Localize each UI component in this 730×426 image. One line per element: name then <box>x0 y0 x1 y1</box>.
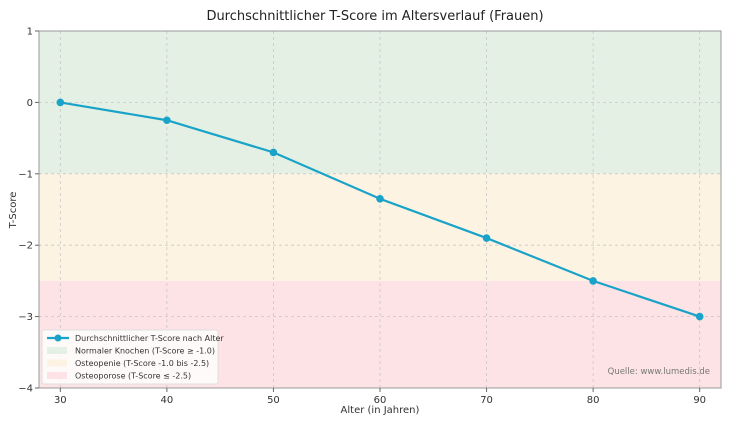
legend-item-label: Osteoporose (T-Score ≤ -2.5) <box>75 372 191 381</box>
data-point <box>56 98 65 107</box>
x-tick-label: 80 <box>587 395 600 406</box>
band-osteopenie <box>39 173 721 281</box>
y-tick-label: −2 <box>18 241 33 252</box>
legend-item-label: Durchschnittlicher T-Score nach Alter <box>75 334 224 343</box>
y-tick-label: 1 <box>27 27 33 38</box>
legend-box <box>41 329 219 385</box>
legend: Durchschnittlicher T-Score nach Alter Nor… <box>41 329 224 385</box>
source-annotation: Quelle: www.lumedis.de <box>608 367 710 377</box>
threshold-bands <box>39 31 721 388</box>
data-series <box>56 98 704 321</box>
y-tick-label: 0 <box>27 98 33 109</box>
x-tick-label: 70 <box>480 395 493 406</box>
x-tick-label: 40 <box>161 395 174 406</box>
y-tick-label: −1 <box>18 169 33 180</box>
x-tick-label: 30 <box>54 395 67 406</box>
y-tick-label: −4 <box>18 384 33 395</box>
data-point <box>695 312 704 321</box>
x-tick-label: 50 <box>267 395 280 406</box>
band-normaler <box>39 31 721 174</box>
chart-title: Durchschnittlicher T-Score im Altersverl… <box>206 9 543 24</box>
y-axis-ticks: 1 0 −1 −2 −3 −4 <box>18 27 39 395</box>
data-point <box>589 277 597 285</box>
legend-item-label: Normaler Knochen (T-Score ≥ -1.0) <box>75 347 215 356</box>
x-axis-ticks: 30 40 50 60 70 80 90 <box>54 388 706 406</box>
legend-item-label: Osteopenie (T-Score -1.0 bis -2.5) <box>75 359 209 368</box>
data-point <box>163 116 171 125</box>
y-tick-label: −3 <box>18 312 33 323</box>
x-tick-label: 60 <box>374 395 387 406</box>
y-axis-label: T-Score <box>8 192 19 230</box>
data-point <box>376 194 384 203</box>
data-point <box>482 234 491 242</box>
x-tick-label: 90 <box>693 395 706 406</box>
x-axis-label: Alter (in Jahren) <box>341 405 420 416</box>
data-point <box>269 148 278 157</box>
